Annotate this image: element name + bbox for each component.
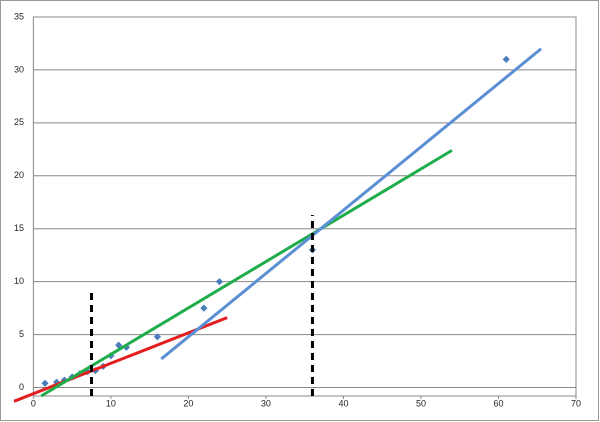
x-tick-label: 40 [338,398,348,408]
point [502,55,510,63]
trend-line [40,149,453,398]
point [200,304,208,312]
x-tick-label: 20 [183,398,193,408]
point [153,333,162,341]
point [115,341,123,349]
y-tick-label: 15 [14,223,24,233]
y-tick-label: 30 [14,64,24,74]
y-tick-label: 0 [19,382,24,392]
x-tick-label: 50 [416,398,426,408]
y-tick-label: 20 [14,170,24,180]
point [41,379,49,387]
trend-line [13,316,228,403]
y-tick-label: 5 [19,329,24,339]
point [215,278,224,286]
y-tick-label: 25 [14,117,24,127]
trend-line [160,47,543,361]
x-tick-label: 60 [493,398,503,408]
y-tick-label: 35 [14,11,24,21]
x-tick-label: 10 [106,398,116,408]
y-tick-label: 10 [14,276,24,286]
x-tick-label: 70 [571,398,581,408]
x-tick-label: 0 [31,398,36,408]
x-tick-label: 30 [261,398,271,408]
